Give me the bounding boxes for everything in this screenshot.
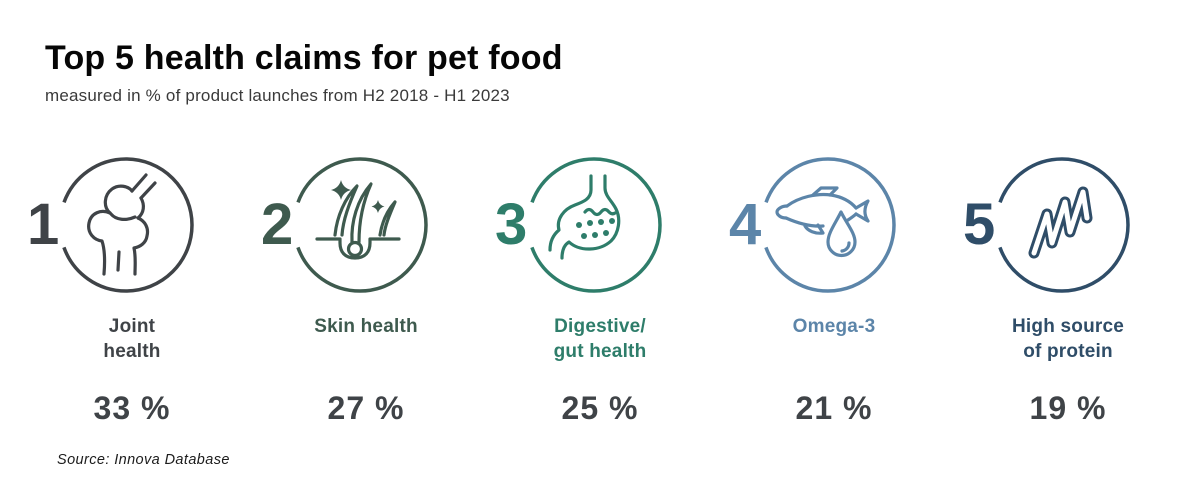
claim-icon-area: 2 [249, 150, 483, 300]
fish-omega3-icon [760, 157, 896, 293]
skin-health-icon [292, 157, 428, 293]
claim-percent: 33 % [93, 390, 171, 426]
protein-helix-icon [994, 157, 1130, 293]
rank-number: 1 [27, 192, 59, 257]
circle-outline [526, 157, 662, 293]
source-note: Source: Innova Database [57, 452, 230, 468]
claim-item-omega-3: 4 Omega-3 21 % [717, 150, 951, 427]
joint-icon [58, 157, 194, 293]
claim-percent: 19 % [1029, 390, 1107, 426]
circle-outline [994, 157, 1130, 293]
claim-percent: 21 % [795, 390, 873, 426]
claims-row: 1 Joint health 33 % [15, 150, 1185, 427]
claim-label: Joint health [103, 316, 161, 363]
claim-item-digestive-gut-health: 3 Digestive/ gut health 25 % [483, 150, 717, 427]
rank-number: 5 [963, 192, 995, 257]
rank-number: 2 [261, 192, 293, 257]
claim-item-skin-health: 2 Skin health 27 % [249, 150, 483, 427]
claim-label: High source of protein [1012, 316, 1124, 363]
claim-icon-area: 5 [951, 150, 1185, 300]
claim-percent: 27 % [327, 390, 405, 426]
claim-label: Digestive/ gut health [553, 316, 647, 363]
claim-label: Skin health [314, 316, 418, 337]
claim-icon-area: 1 [15, 150, 249, 300]
circle-outline [292, 157, 428, 293]
header: Top 5 health claims for pet food measure… [45, 39, 563, 106]
claim-percent: 25 % [561, 390, 639, 426]
page-subtitle: measured in % of product launches from H… [45, 86, 510, 106]
stomach-icon [526, 157, 662, 293]
sparkle-icon [331, 180, 351, 200]
claim-label: Omega-3 [792, 316, 876, 337]
rank-number: 3 [495, 192, 527, 257]
claim-item-joint-health: 1 Joint health 33 % [15, 150, 249, 427]
claim-icon-area: 4 [717, 150, 951, 300]
claim-icon-area: 3 [483, 150, 717, 300]
circle-outline [760, 157, 896, 293]
sparkle-icon [371, 200, 385, 213]
circle-outline [58, 157, 194, 293]
claim-item-high-source-of-protein: 5 High source of protein 19 % [951, 150, 1185, 427]
rank-number: 4 [729, 192, 761, 257]
page-title: Top 5 health claims for pet food [45, 39, 563, 77]
